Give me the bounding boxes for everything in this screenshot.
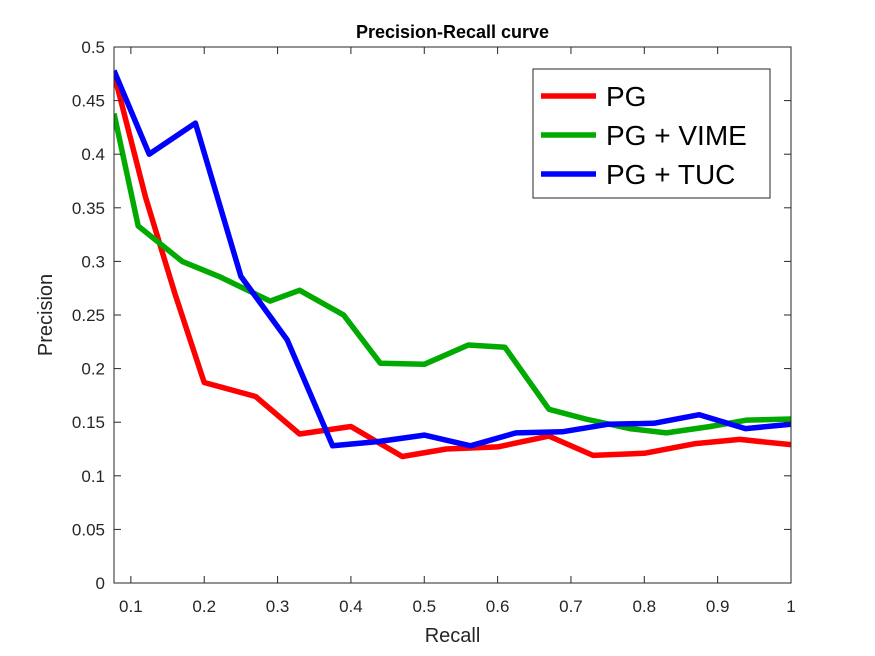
x-tick-label: 0.5 xyxy=(412,597,436,616)
x-axis-label: Recall xyxy=(425,625,481,647)
y-tick-label: 0.5 xyxy=(81,38,105,57)
y-tick-label: 0.45 xyxy=(72,92,105,111)
series-lines xyxy=(114,69,791,460)
y-tick-label: 0.05 xyxy=(72,520,105,539)
y-tick-label: 0.35 xyxy=(72,199,105,218)
x-tick-label: 0.3 xyxy=(266,597,290,616)
series-line-2 xyxy=(114,112,791,436)
x-tick-label: 1 xyxy=(786,597,795,616)
y-tick-label: 0.25 xyxy=(72,306,105,325)
y-tick-label: 0.1 xyxy=(81,467,105,486)
axis-ticks: 0.1 0.2 0.3 0.4 0.5 0.6 0.7 0.8 0.9 1 0 0.05 0.1 0.15… xyxy=(72,38,796,616)
series-line-3 xyxy=(114,69,791,449)
x-tick-label: 0.4 xyxy=(339,597,363,616)
y-tick-label: 0.15 xyxy=(72,413,105,432)
x-tick-label: 0.7 xyxy=(559,597,583,616)
x-tick-label: 0.2 xyxy=(192,597,216,616)
legend: PG PG + VIME PG + TUC xyxy=(532,68,771,199)
legend-label: PG + TUC xyxy=(606,159,735,190)
y-axis-label: Precision xyxy=(35,274,57,356)
x-tick-label: 0.6 xyxy=(486,597,510,616)
x-tick-label: 0.1 xyxy=(119,597,143,616)
y-tick-label: 0 xyxy=(96,574,105,593)
legend-label: PG + VIME xyxy=(606,120,747,151)
plot-frame xyxy=(113,46,792,584)
x-tick-label: 0.8 xyxy=(632,597,656,616)
chart-title: Precision-Recall curve xyxy=(356,22,549,42)
series-line-1 xyxy=(114,73,791,460)
y-tick-label: 0.3 xyxy=(81,252,105,271)
y-tick-label: 0.2 xyxy=(81,360,105,379)
x-tick-label: 0.9 xyxy=(706,597,730,616)
legend-label: PG xyxy=(606,81,646,112)
y-tick-label: 0.4 xyxy=(81,145,105,164)
